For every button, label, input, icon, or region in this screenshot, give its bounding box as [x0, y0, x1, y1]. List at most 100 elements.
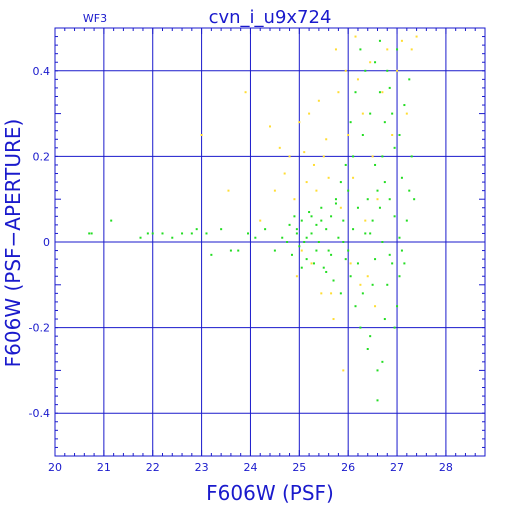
plot-points [88, 35, 418, 402]
x-tick-label: 24 [243, 461, 257, 474]
data-point [374, 61, 377, 64]
data-point [254, 236, 257, 239]
data-point [400, 176, 403, 179]
data-point [298, 245, 301, 248]
y-tick-label: -0.2 [29, 322, 50, 335]
data-point [151, 232, 154, 235]
data-point [378, 91, 381, 94]
data-point [361, 112, 364, 115]
data-point [330, 253, 333, 256]
data-point [400, 39, 403, 42]
data-point [410, 48, 413, 51]
data-point [337, 91, 340, 94]
data-point [347, 134, 350, 136]
data-point [408, 189, 411, 192]
data-point [381, 91, 384, 94]
data-point [378, 39, 381, 42]
data-point [403, 104, 406, 107]
data-point [305, 181, 308, 184]
data-point [381, 155, 384, 158]
data-point [90, 232, 93, 235]
data-point [393, 215, 396, 218]
data-point [386, 69, 389, 72]
y-tick-label: 0.2 [33, 150, 51, 163]
data-point [354, 91, 357, 94]
data-point [334, 48, 337, 51]
data-point [364, 219, 367, 222]
chart-title: cvn_i_u9x724 [209, 7, 332, 28]
data-point [247, 232, 250, 235]
data-point [322, 155, 325, 158]
x-tick-label: 27 [390, 461, 404, 474]
data-point [339, 206, 342, 209]
data-point [398, 236, 401, 239]
x-tick-label: 23 [195, 461, 209, 474]
data-point [315, 223, 318, 226]
x-tick-label: 26 [341, 461, 355, 474]
data-point [327, 249, 330, 252]
data-point [356, 206, 359, 209]
data-point [398, 134, 401, 136]
data-point [334, 198, 337, 201]
data-point [337, 236, 340, 239]
data-point [293, 215, 296, 218]
data-point [320, 206, 323, 209]
data-point [386, 48, 389, 51]
data-point [310, 232, 313, 235]
data-point [344, 258, 347, 261]
data-point [405, 219, 408, 222]
data-point [349, 275, 352, 278]
data-point [200, 134, 203, 136]
data-point [259, 219, 262, 222]
data-point [391, 262, 394, 265]
data-point [298, 121, 301, 124]
data-point [264, 228, 267, 231]
data-point [139, 236, 142, 239]
data-point [300, 219, 303, 222]
data-point [393, 146, 396, 149]
data-point [396, 48, 399, 51]
data-point [317, 241, 320, 243]
data-point [374, 163, 377, 166]
data-point [210, 253, 213, 256]
data-point [325, 228, 328, 231]
data-point [317, 99, 320, 102]
x-tick-label: 25 [292, 461, 306, 474]
data-point [281, 236, 284, 239]
data-point [339, 292, 342, 295]
data-point [325, 138, 328, 141]
data-point [371, 219, 374, 222]
data-point [283, 172, 286, 175]
data-point [273, 189, 276, 192]
data-point [364, 232, 367, 235]
data-point [310, 215, 313, 218]
x-axis-label: F606W (PSF) [206, 481, 334, 505]
x-tick-label: 28 [439, 461, 453, 474]
data-point [227, 189, 230, 192]
data-point [146, 232, 149, 235]
data-point [383, 121, 386, 124]
data-point [400, 249, 403, 252]
data-point [371, 155, 374, 158]
data-point [181, 232, 184, 235]
data-point [413, 198, 416, 201]
data-point [376, 198, 379, 201]
data-point [347, 189, 350, 192]
data-point [312, 163, 315, 166]
data-point [359, 326, 362, 329]
data-point [366, 348, 369, 350]
data-point [359, 48, 362, 51]
data-point [398, 275, 401, 278]
data-point [352, 176, 355, 179]
data-point [383, 181, 386, 184]
data-point [361, 134, 364, 136]
data-point [195, 228, 198, 231]
data-point [342, 369, 345, 372]
data-point [376, 189, 379, 192]
data-point [369, 112, 372, 115]
data-point [342, 241, 345, 243]
grid-lines [54, 28, 485, 456]
data-point [344, 69, 347, 72]
data-point [410, 155, 413, 158]
